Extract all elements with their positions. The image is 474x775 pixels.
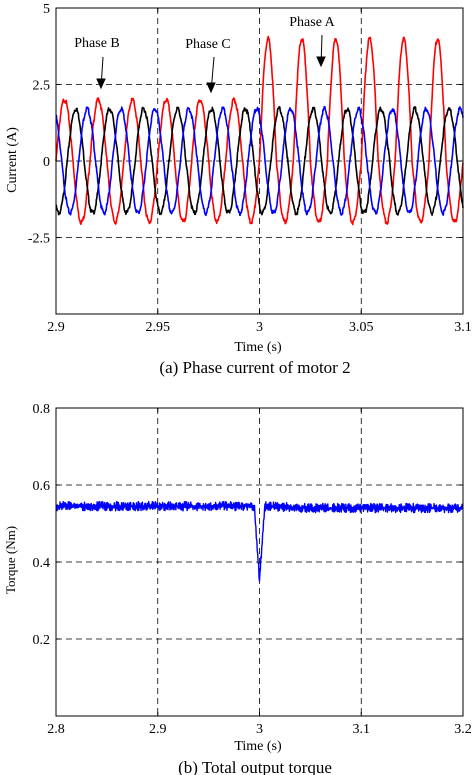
series-line-phase-a bbox=[55, 35, 464, 226]
series-line-phase-b bbox=[55, 105, 464, 216]
annotation-label: Phase A bbox=[289, 15, 335, 30]
annotation-arrow-head bbox=[96, 78, 106, 90]
caption-b: (b) Total output torque bbox=[178, 758, 332, 775]
y-tick-label: 0.2 bbox=[33, 633, 51, 648]
x-tick-label: 3.05 bbox=[349, 320, 374, 335]
caption-a: (a) Phase current of motor 2 bbox=[159, 358, 350, 377]
y-tick-label: 0.8 bbox=[33, 402, 51, 417]
x-tick-label: 2.8 bbox=[47, 722, 65, 737]
x-axis-label-b: Time (s) bbox=[234, 739, 282, 754]
y-tick-label: -2.5 bbox=[28, 232, 50, 247]
y-tick-label: 0.6 bbox=[33, 479, 51, 494]
y-axis-label-a: Current (A) bbox=[5, 127, 20, 193]
y-tick-label: 2.5 bbox=[33, 79, 51, 94]
annotation-label: Phase C bbox=[185, 37, 231, 52]
x-tick-label: 3.2 bbox=[454, 722, 472, 737]
x-tick-label: 3 bbox=[256, 320, 263, 335]
y-axis-label-b: Torque (Nm) bbox=[3, 526, 18, 594]
chart-b: Torque (Nm) Time (s) (b) Total output to… bbox=[3, 402, 472, 775]
x-tick-label: 3.1 bbox=[454, 320, 472, 335]
y-tick-label: 0 bbox=[43, 155, 50, 170]
series-line-torque bbox=[55, 500, 464, 582]
x-tick-label: 2.95 bbox=[146, 320, 171, 335]
x-tick-label: 3.1 bbox=[353, 722, 371, 737]
y-tick-label: 0.4 bbox=[33, 556, 51, 571]
annotation-arrow-head bbox=[316, 56, 326, 68]
chart-a: Current (A) Time (s) (a) Phase current o… bbox=[5, 2, 472, 377]
y-tick-label: 5 bbox=[43, 2, 50, 17]
annotation-arrow-head bbox=[206, 82, 216, 94]
x-tick-label: 3 bbox=[256, 722, 263, 737]
annotation-label: Phase B bbox=[74, 36, 120, 51]
series-line-phase-c bbox=[55, 105, 464, 217]
x-axis-label-a: Time (s) bbox=[234, 340, 282, 355]
x-tick-label: 2.9 bbox=[47, 320, 65, 335]
x-tick-label: 2.9 bbox=[149, 722, 167, 737]
